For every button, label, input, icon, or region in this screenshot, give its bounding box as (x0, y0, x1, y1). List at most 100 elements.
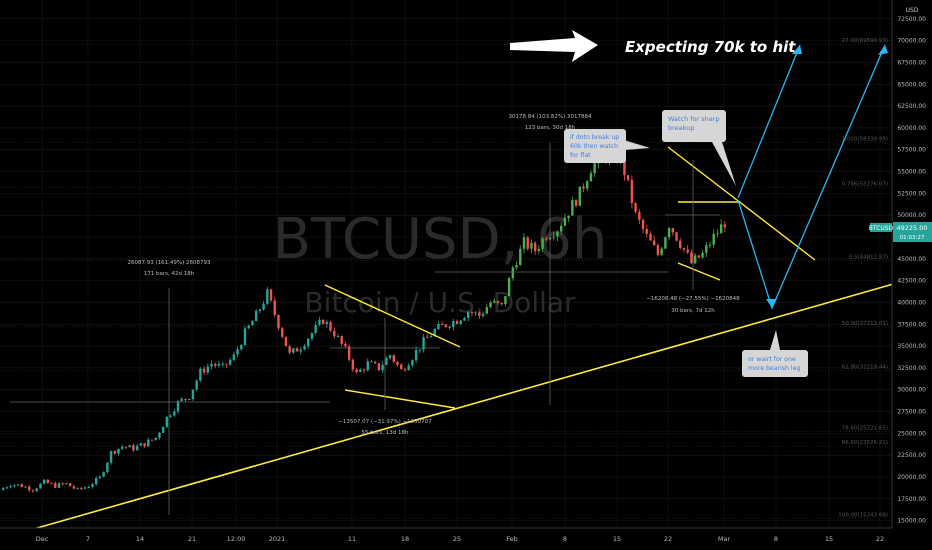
price-tick: 32500.00 (897, 365, 926, 372)
candle-body (98, 476, 102, 479)
candle-body (426, 337, 429, 339)
candle-body (493, 300, 496, 303)
candle-body (623, 159, 626, 176)
price-tick: 20000.00 (897, 474, 926, 481)
candle-body (641, 219, 645, 229)
candle-body (452, 321, 455, 328)
candle-body (437, 323, 440, 330)
price-tick: 40000.00 (897, 299, 926, 306)
candle-body (362, 369, 366, 371)
last-price-value: 49225.00 (896, 224, 927, 232)
candle-body (645, 228, 648, 234)
candle-body (139, 443, 143, 446)
candle-body (586, 181, 589, 189)
candle-body (679, 240, 682, 249)
candle-body (682, 248, 686, 250)
callout-bearish-line2: more bearish leg (748, 365, 800, 372)
candle-body (626, 175, 630, 180)
candle-body (374, 361, 377, 364)
candle-body (2, 488, 5, 491)
callout-bearish-leg[interactable]: or wairt for one more bearish leg (742, 330, 808, 377)
candle-body (42, 479, 46, 484)
candle-body (541, 238, 544, 249)
candle-body (28, 486, 31, 491)
time-tick: 22 (876, 535, 884, 543)
candle-body (716, 233, 719, 235)
candle-body (340, 336, 343, 344)
candle-body (381, 364, 384, 371)
candle-body (675, 232, 678, 241)
grid (0, 0, 892, 528)
candle-body (708, 244, 712, 246)
candle-body (448, 326, 451, 328)
candle-body (392, 355, 395, 362)
candle-body (35, 488, 38, 492)
measure2-line1: 26087.93 (161.49%) 2608793 (128, 260, 211, 266)
candle-body (463, 318, 466, 321)
candle-body (217, 363, 221, 366)
candle-body (258, 309, 262, 311)
candle-body (102, 472, 105, 477)
measure2-line2: 171 bars, 42d 18h (144, 271, 195, 277)
candle-body (470, 312, 474, 314)
callout-dont-line1: if dotn break up (570, 134, 619, 141)
candle-body (582, 186, 585, 189)
candle-body (20, 484, 23, 488)
callout-dont-break[interactable]: if dotn break up 60k then watch for flat (564, 129, 650, 163)
candle-body (191, 389, 195, 400)
candle-body (634, 203, 637, 212)
price-tick: 15000.00 (897, 518, 926, 525)
candle-body (113, 451, 116, 454)
price-tick: 72500.00 (897, 16, 926, 23)
candle-body (467, 312, 470, 319)
fib-label: 1.000(58339.99) (842, 136, 888, 142)
time-axis-bg[interactable] (0, 528, 932, 550)
candle-body (656, 245, 660, 255)
candle-body (147, 439, 150, 447)
candle-body (195, 380, 198, 390)
candle-body (530, 242, 533, 249)
callout-watch-sharp[interactable]: Watch for sharp breakup (662, 110, 736, 186)
price-tick: 70000.00 (897, 38, 926, 45)
candle-body (333, 330, 336, 337)
wedge-upper-2 (667, 146, 816, 261)
candle-body (65, 483, 68, 485)
candle-body (117, 448, 120, 454)
candle-body (500, 302, 503, 305)
candle-body (560, 225, 563, 232)
candle-body (545, 238, 548, 240)
candle-body (295, 348, 299, 352)
last-price-tag: 49225.00 01:03:27 BTCUSD (869, 222, 932, 242)
candle-body (370, 361, 373, 363)
candle-body (630, 179, 634, 204)
candle-body (719, 224, 723, 234)
candle-body (281, 328, 284, 337)
candle-body (24, 486, 27, 488)
candle-body (318, 319, 321, 325)
candle-body (124, 446, 128, 448)
candle-body (660, 248, 663, 255)
candle-body (54, 483, 57, 488)
arrow-head-down (766, 299, 777, 308)
candle-body (366, 361, 369, 371)
candle-body (314, 324, 317, 334)
candle-body (489, 302, 492, 308)
candle-body (121, 446, 124, 449)
price-axis-bg[interactable] (892, 0, 932, 528)
candle-body (578, 186, 581, 206)
price-tick: 67500.00 (897, 59, 926, 66)
candle-body (411, 360, 414, 366)
candle-body (693, 255, 697, 264)
arrow-head-left (792, 45, 802, 54)
candle-body (649, 233, 652, 241)
candle-body (176, 401, 180, 412)
candle-body (403, 369, 407, 371)
fib-label: 50.00(37213.01) (842, 321, 888, 327)
price-tick: 60000.00 (897, 125, 926, 132)
projection-path-left (737, 44, 801, 199)
candle-body (188, 399, 191, 401)
candle-body (210, 363, 213, 367)
time-tick: 11 (348, 535, 356, 543)
price-tick: 25000.00 (897, 430, 926, 437)
